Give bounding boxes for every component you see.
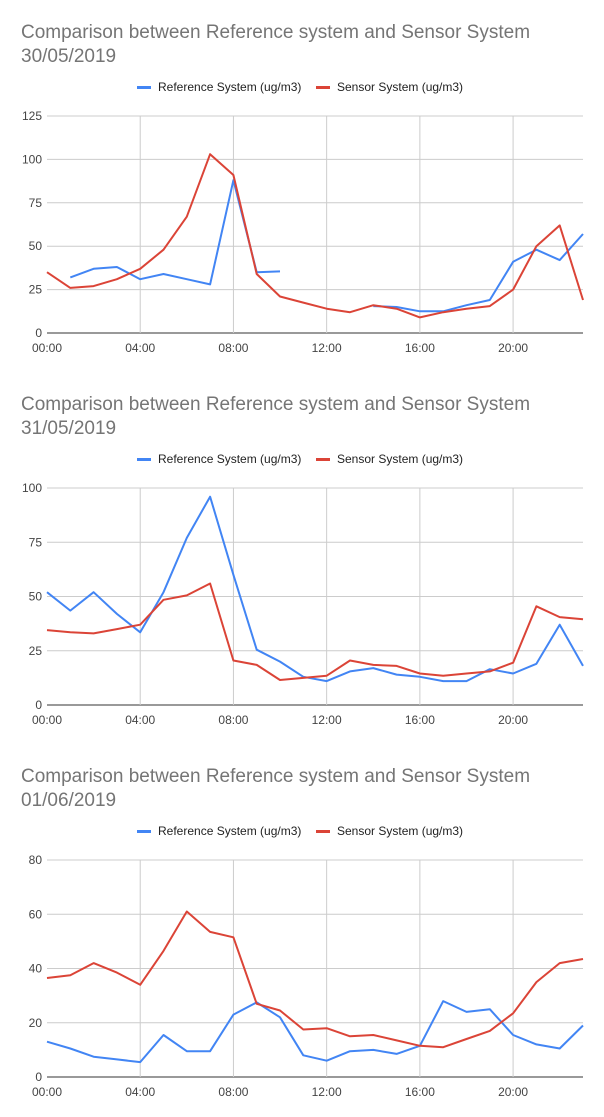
- chart-panel-31-05-2019: Comparison between Reference system and …: [0, 372, 604, 744]
- chart-title-line2: 01/06/2019: [21, 790, 117, 811]
- legend-swatch-sensor: [316, 457, 330, 461]
- y-tick-label: 25: [29, 283, 43, 297]
- chart-title-line1: Comparison between Reference system and …: [21, 766, 531, 787]
- legend-item-reference[interactable]: Reference System (ug/m3): [137, 80, 301, 94]
- legend-label-sensor: Sensor System (ug/m3): [337, 452, 464, 466]
- legend-item-sensor[interactable]: Sensor System (ug/m3): [316, 80, 463, 94]
- series-line-sensor: [46, 910, 584, 1049]
- y-tick-label: 0: [35, 326, 42, 340]
- x-tick-label: 12:00: [312, 713, 342, 727]
- chart-title-line1: Comparison between Reference system and …: [21, 22, 531, 43]
- y-tick-label: 0: [35, 698, 42, 712]
- x-tick-label: 20:00: [498, 341, 528, 355]
- x-tick-label: 04:00: [125, 341, 155, 355]
- legend-label-sensor: Sensor System (ug/m3): [337, 80, 464, 94]
- chart-legend: Reference System (ug/m3) Sensor System (…: [0, 824, 604, 842]
- line-chart-01-06-2019: 0 20 40 60 80 00:00 04:00 08:00 12:00 16:00 20:00: [29, 853, 584, 1099]
- chart-panel-01-06-2019: Comparison between Reference system and …: [0, 744, 604, 1116]
- y-tick-label: 125: [22, 109, 42, 123]
- y-tick-label: 40: [29, 962, 43, 976]
- x-tick-label: 00:00: [32, 341, 62, 355]
- y-tick-label: 25: [29, 644, 43, 658]
- chart-title: Comparison between Reference system and …: [21, 21, 581, 69]
- y-tick-label: 50: [29, 239, 43, 253]
- legend-label-reference: Reference System (ug/m3): [158, 452, 302, 466]
- x-tick-label: 20:00: [498, 1085, 528, 1099]
- x-tick-label: 12:00: [312, 341, 342, 355]
- legend-label-sensor: Sensor System (ug/m3): [337, 824, 464, 838]
- chart-panel-30-05-2019: Comparison between Reference system and …: [0, 0, 604, 372]
- x-tick-label: 08:00: [218, 1085, 248, 1099]
- x-tick-label: 16:00: [405, 1085, 435, 1099]
- x-tick-label: 04:00: [125, 1085, 155, 1099]
- chart-legend: Reference System (ug/m3) Sensor System (…: [0, 80, 604, 98]
- chart-title-line2: 30/05/2019: [21, 46, 117, 67]
- series-line-sensor: [46, 582, 584, 681]
- series-line-reference: [46, 1000, 584, 1064]
- y-tick-label: 50: [29, 590, 43, 604]
- legend-swatch-sensor: [316, 829, 330, 833]
- legend-label-reference: Reference System (ug/m3): [158, 824, 302, 838]
- series-line-reference: [46, 495, 584, 683]
- x-tick-label: 00:00: [32, 713, 62, 727]
- legend-label-reference: Reference System (ug/m3): [158, 80, 302, 94]
- y-tick-label: 100: [22, 481, 42, 495]
- legend-item-sensor[interactable]: Sensor System (ug/m3): [316, 824, 463, 838]
- chart-title: Comparison between Reference system and …: [21, 393, 581, 441]
- legend-swatch-reference: [137, 829, 151, 833]
- y-tick-label: 75: [29, 535, 43, 549]
- legend-item-sensor[interactable]: Sensor System (ug/m3): [316, 452, 463, 466]
- y-tick-label: 100: [22, 152, 42, 166]
- chart-legend: Reference System (ug/m3) Sensor System (…: [0, 452, 604, 470]
- x-tick-label: 12:00: [312, 1085, 342, 1099]
- x-tick-label: 00:00: [32, 1085, 62, 1099]
- series-line-sensor: [46, 153, 584, 319]
- line-chart-31-05-2019: 0 25 50 75 100 00:00 04:00 08:00 12:00 16:00 20:00: [22, 481, 584, 727]
- x-tick-label: 04:00: [125, 713, 155, 727]
- y-tick-label: 80: [29, 853, 43, 867]
- y-tick-label: 75: [29, 196, 43, 210]
- y-tick-label: 20: [29, 1016, 43, 1030]
- legend-swatch-sensor: [316, 85, 330, 89]
- legend-swatch-reference: [137, 85, 151, 89]
- x-tick-label: 08:00: [218, 341, 248, 355]
- legend-swatch-reference: [137, 457, 151, 461]
- chart-title-line1: Comparison between Reference system and …: [21, 394, 531, 415]
- chart-title: Comparison between Reference system and …: [21, 765, 581, 813]
- x-tick-label: 16:00: [405, 341, 435, 355]
- y-tick-label: 0: [35, 1070, 42, 1084]
- x-tick-label: 20:00: [498, 713, 528, 727]
- y-tick-label: 60: [29, 907, 43, 921]
- legend-item-reference[interactable]: Reference System (ug/m3): [137, 824, 301, 838]
- chart-title-line2: 31/05/2019: [21, 418, 117, 439]
- x-tick-label: 08:00: [218, 713, 248, 727]
- line-chart-30-05-2019: 0 25 50 75 100 125 00:00 04:00 08:00 12:00 16:00 20…: [22, 109, 584, 355]
- legend-item-reference[interactable]: Reference System (ug/m3): [137, 452, 301, 466]
- x-tick-label: 16:00: [405, 713, 435, 727]
